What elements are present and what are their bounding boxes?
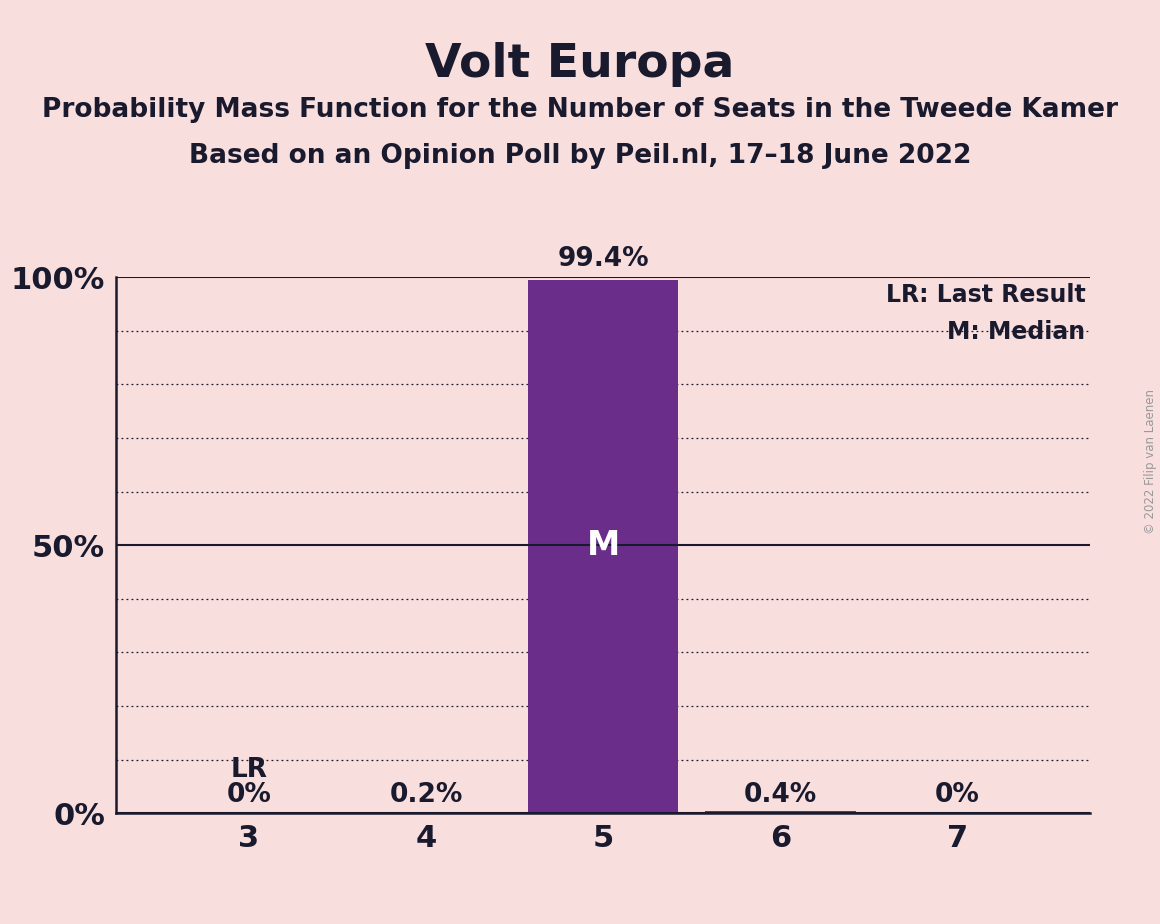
Text: 0.4%: 0.4% <box>744 782 817 808</box>
Text: Probability Mass Function for the Number of Seats in the Tweede Kamer: Probability Mass Function for the Number… <box>42 97 1118 123</box>
Text: M: M <box>587 529 619 562</box>
Text: Based on an Opinion Poll by Peil.nl, 17–18 June 2022: Based on an Opinion Poll by Peil.nl, 17–… <box>189 143 971 169</box>
Text: M: Median: M: Median <box>948 320 1086 344</box>
Bar <box>705 811 856 813</box>
Text: 99.4%: 99.4% <box>558 247 648 273</box>
Text: LR: LR <box>231 758 267 784</box>
Bar <box>528 280 679 813</box>
Text: Volt Europa: Volt Europa <box>426 42 734 87</box>
Text: 0.2%: 0.2% <box>390 782 463 808</box>
Text: 0%: 0% <box>935 782 980 808</box>
Text: © 2022 Filip van Laenen: © 2022 Filip van Laenen <box>1144 390 1158 534</box>
Text: LR: Last Result: LR: Last Result <box>886 283 1086 307</box>
Text: 0%: 0% <box>226 782 271 808</box>
Bar <box>350 812 501 813</box>
